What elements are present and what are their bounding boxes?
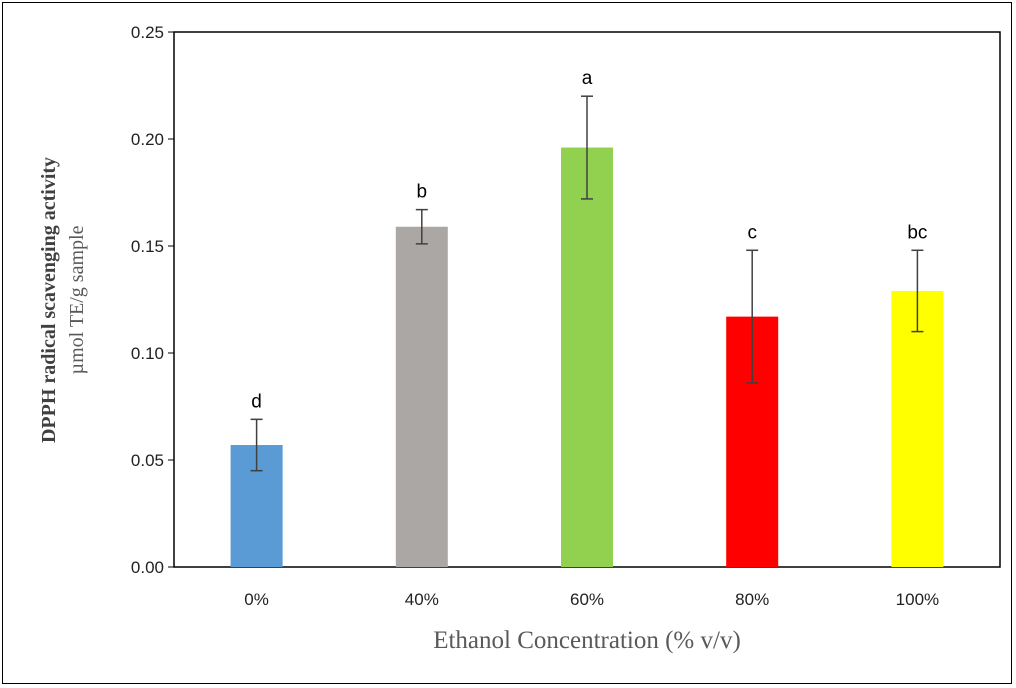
x-axis-title: Ethanol Concentration (% v/v) (433, 627, 741, 654)
y-tick-label: 0.00 (131, 558, 164, 577)
y-tick-label: 0.10 (131, 344, 164, 363)
y-axis: 0.00 0.05 0.10 0.15 0.20 0.25 (131, 23, 174, 577)
error-bar (581, 95, 593, 200)
error-bar (250, 418, 263, 472)
significance-label: a (582, 68, 593, 89)
significance-label: bc (907, 222, 927, 243)
y-axis-unit-group: µmol TE/g sample (66, 225, 88, 374)
error-bars (250, 95, 924, 472)
x-tick-label: 0% (244, 590, 269, 609)
error-bar (911, 249, 924, 333)
y-tick-label: 0.25 (131, 23, 164, 42)
y-tick-label: 0.05 (131, 451, 164, 470)
significance-label: d (251, 391, 262, 412)
y-axis-title-group: DPPH radical scavenging activity (38, 157, 60, 443)
bars (230, 147, 944, 568)
x-tick-label: 80% (735, 590, 769, 609)
y-axis-title: DPPH radical scavenging activity (38, 157, 60, 443)
x-tick-label: 100% (896, 590, 939, 609)
bar (395, 226, 448, 568)
x-tick-label: 60% (570, 590, 604, 609)
error-bar (415, 208, 428, 245)
error-bar (746, 249, 759, 384)
y-tick-label: 0.15 (131, 237, 164, 256)
significance-label: c (747, 222, 757, 243)
y-axis-unit: µmol TE/g sample (66, 225, 88, 374)
x-tick-label: 40% (405, 590, 439, 609)
bar (561, 147, 613, 567)
significance-labels: d b a c bc (251, 68, 927, 412)
significance-label: b (417, 182, 428, 203)
bar (891, 290, 944, 567)
x-axis: 0% 40% 60% 80% 100% (244, 590, 939, 609)
y-tick-label: 0.20 (131, 130, 164, 149)
